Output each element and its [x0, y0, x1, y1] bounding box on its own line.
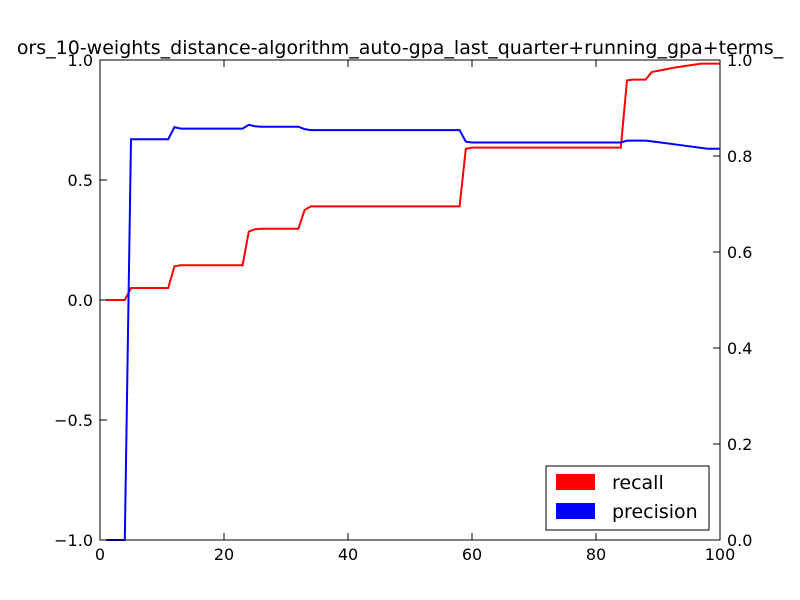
y-right-tick-label: 0.6	[727, 243, 752, 262]
series-layer	[106, 62, 720, 541]
y-right-tick-label: 0.4	[727, 339, 752, 358]
x-tick-label: 80	[586, 545, 606, 564]
plot-background	[100, 60, 720, 540]
y-left-tick-label: −0.5	[54, 411, 93, 430]
plot-area	[99, 59, 721, 541]
chart-title: ors_10-weights_distance-algorithm_auto-g…	[17, 37, 784, 59]
x-axis: 0 20 40 60 80 100	[95, 60, 735, 564]
y-right-tick-label: 0.8	[727, 147, 752, 166]
y-right-tick-label: 0.2	[727, 435, 752, 454]
y-axis-left: −1.0 −0.5 0.0 0.5 1.0	[54, 51, 107, 550]
x-tick-label: 100	[705, 545, 736, 564]
x-tick-label: 60	[462, 545, 482, 564]
y-axis-right: 0.0 0.2 0.4 0.6 0.8 1.0	[713, 51, 752, 550]
y-right-tick-label: 1.0	[727, 51, 752, 70]
legend-swatch-precision	[556, 503, 595, 519]
x-tick-label: 40	[338, 545, 358, 564]
series-line-precision	[106, 123, 720, 541]
y-left-tick-label: −1.0	[54, 531, 93, 550]
y-left-tick-label: 0.0	[68, 291, 93, 310]
legend: recall precision	[545, 465, 710, 531]
legend-label-recall: recall	[612, 472, 664, 494]
y-left-tick-label: 1.0	[68, 51, 93, 70]
x-tick-label: 20	[214, 545, 234, 564]
series-line-recall	[106, 62, 720, 301]
y-left-tick-label: 0.5	[68, 171, 93, 190]
legend-swatch-recall	[556, 474, 595, 490]
y-right-tick-label: 0.0	[727, 531, 752, 550]
x-tick-label: 0	[95, 545, 105, 564]
legend-label-precision: precision	[612, 501, 698, 523]
